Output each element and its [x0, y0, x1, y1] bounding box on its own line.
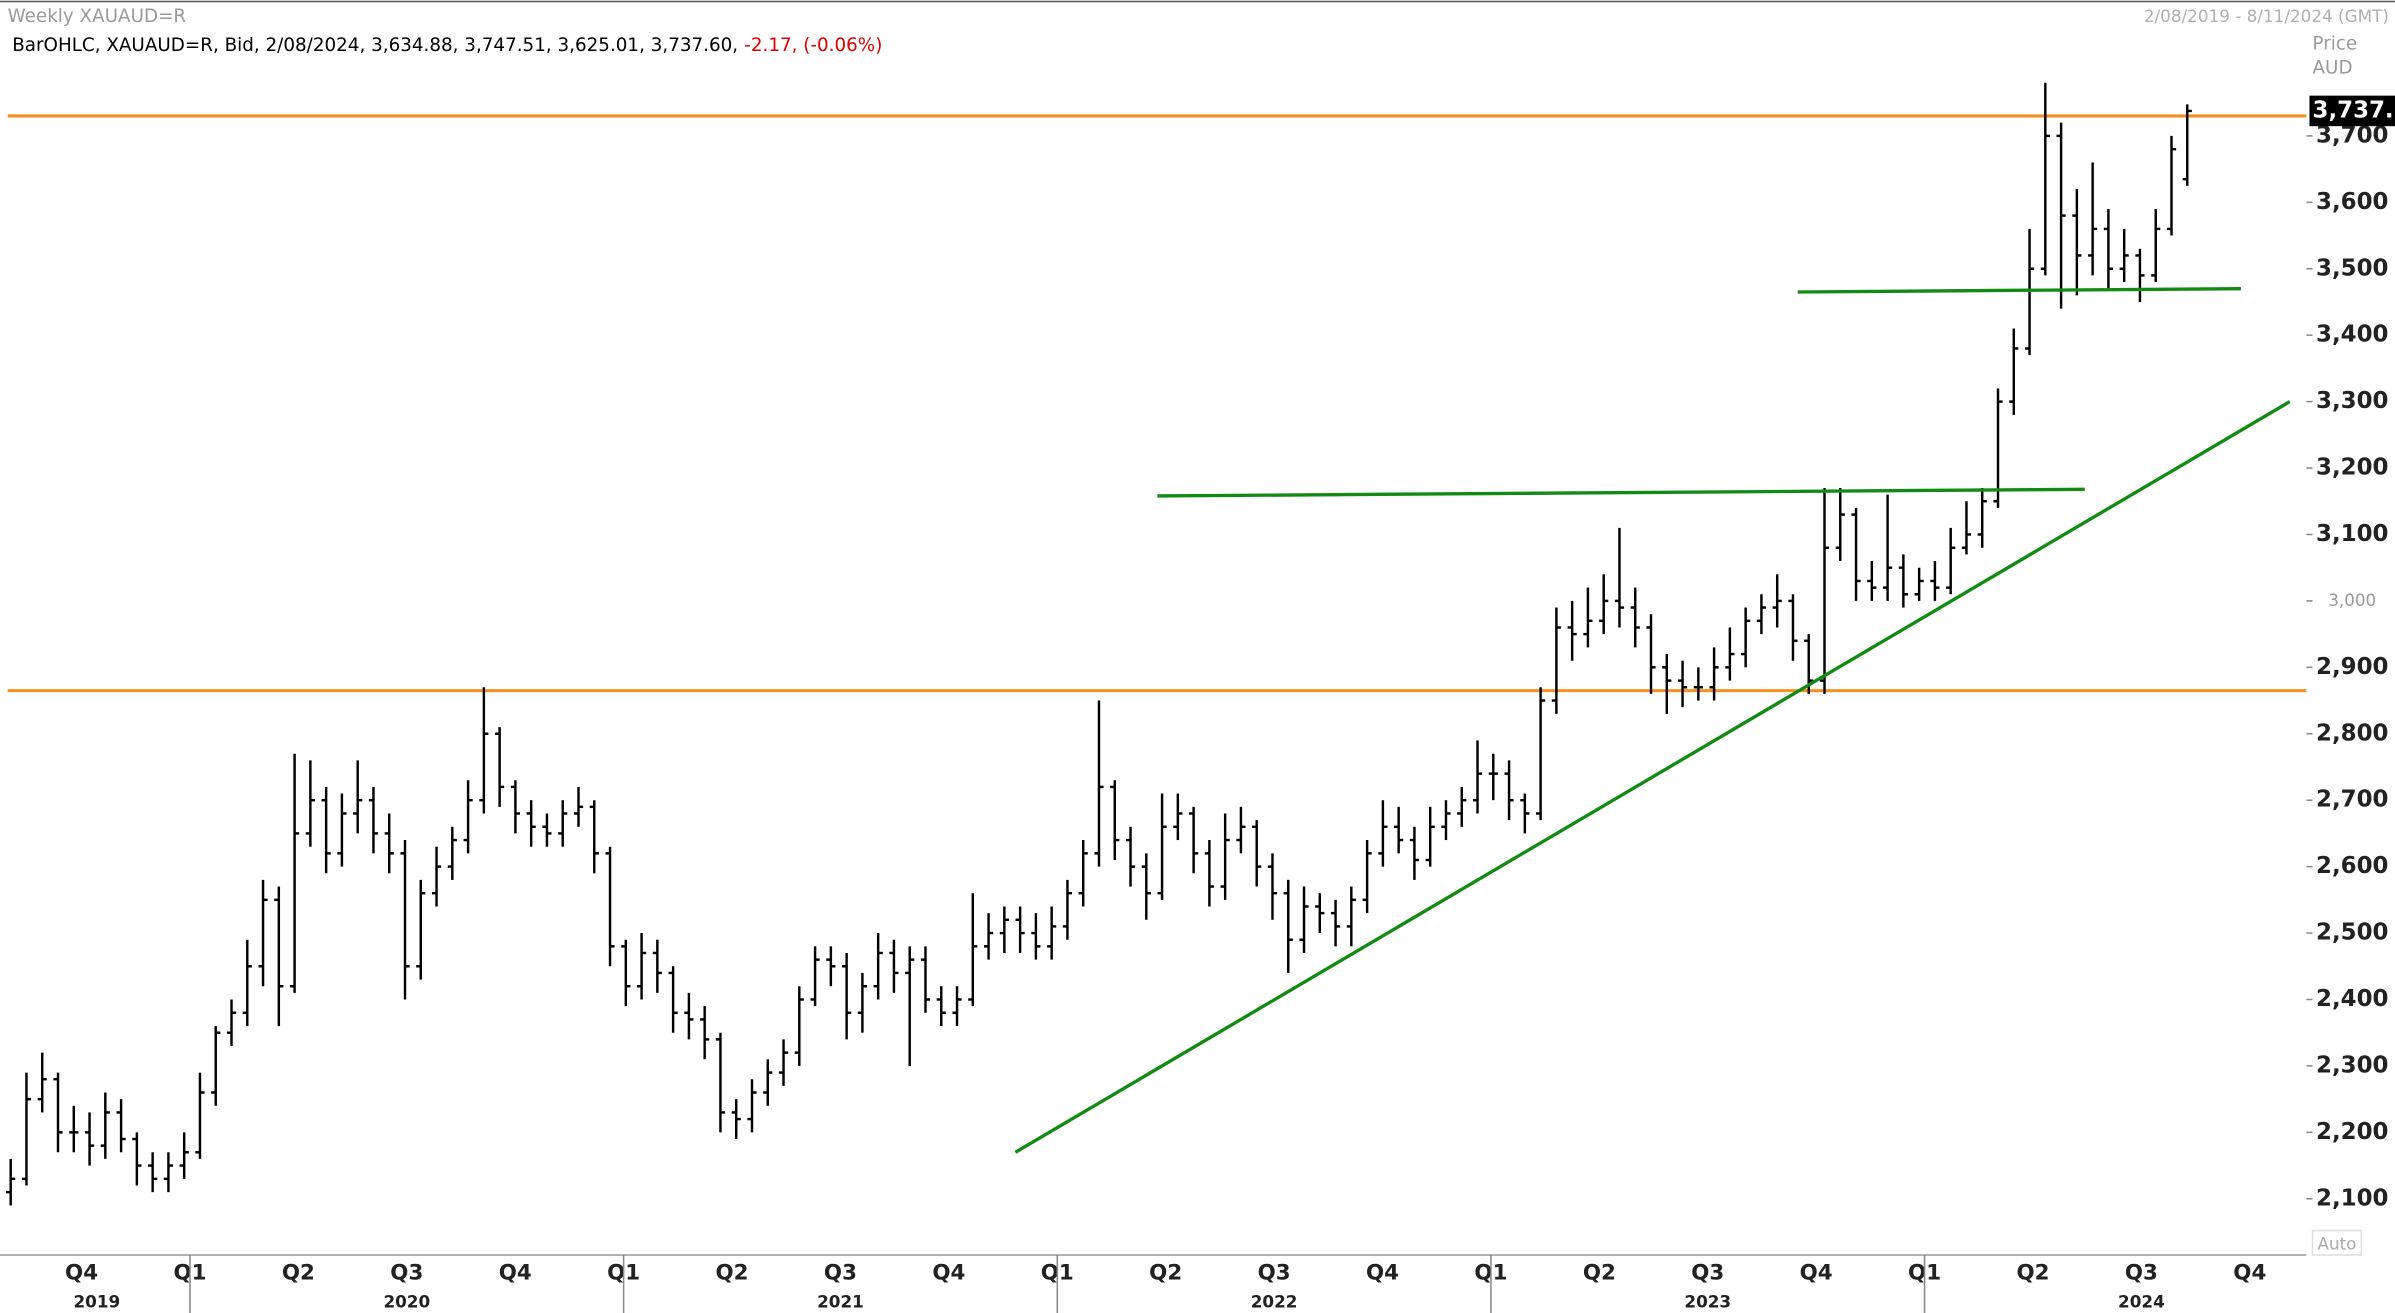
x-tick-label: Q2 [1149, 1260, 1182, 1285]
chart-title: Weekly XAUAUD=R [8, 6, 187, 27]
y-tick-label: 3,400 [2316, 322, 2388, 348]
trend-line [1157, 487, 2085, 498]
year-label: 2019 [73, 1291, 120, 1311]
y-tick-label: 2,800 [2316, 720, 2388, 746]
trend-line [1014, 400, 2291, 1154]
auto-label[interactable]: Auto [2317, 1233, 2356, 1253]
x-tick-label: Q2 [716, 1260, 749, 1285]
y-tick-label: 2,100 [2316, 1185, 2388, 1211]
x-tick-label: Q4 [1800, 1260, 1833, 1285]
x-tick-label: Q3 [1691, 1260, 1724, 1285]
axis-unit: AUD [2313, 58, 2353, 79]
year-label: 2021 [817, 1291, 864, 1311]
y-tick-label: 2,400 [2316, 986, 2388, 1012]
x-tick-label: Q4 [2233, 1260, 2266, 1285]
trend-line [1797, 287, 2241, 294]
x-tick-label: Q2 [1583, 1260, 1616, 1285]
x-tick-label: Q3 [390, 1260, 423, 1285]
x-tick-label: Q4 [65, 1260, 98, 1285]
y-tick-label: 3,500 [2316, 255, 2388, 281]
y-tick-label: 3,600 [2316, 189, 2388, 215]
x-tick-label: Q2 [2016, 1260, 2049, 1285]
legend-change: -2.17, (-0.06%) [744, 35, 882, 56]
year-label: 2024 [2118, 1291, 2165, 1311]
y-tick-label: 2,200 [2316, 1119, 2388, 1145]
y-tick-label: 3,000 [2328, 590, 2376, 610]
year-label: 2020 [383, 1291, 430, 1311]
axis-title: Price [2313, 33, 2358, 54]
plot-area [6, 82, 2307, 1206]
y-tick-label: 2,500 [2316, 920, 2388, 946]
auto-button[interactable] [2311, 1229, 2363, 1256]
y-tick-label: 3,700 [2316, 122, 2388, 148]
year-label: 2022 [1251, 1291, 1298, 1311]
y-tick-label: 2,300 [2316, 1052, 2388, 1078]
last-price-label: 3,737.60 [2313, 97, 2395, 123]
y-tick-label: 2,900 [2316, 654, 2388, 680]
y-tick-label: 3,300 [2316, 388, 2388, 414]
y-tick-label: 3,200 [2316, 455, 2388, 481]
x-tick-label: Q3 [824, 1260, 857, 1285]
legend-text: BarOHLC, XAUAUD=R, Bid, 2/08/2024, 3,634… [12, 35, 738, 56]
x-tick-label: Q4 [499, 1260, 532, 1285]
y-tick-label: 3,100 [2316, 521, 2388, 547]
x-tick-label: Q3 [1258, 1260, 1291, 1285]
year-label: 2023 [1684, 1291, 1731, 1311]
legend: BarOHLC, XAUAUD=R, Bid, 2/08/2024, 3,634… [12, 35, 882, 56]
date-range: 2/08/2019 - 8/11/2024 (GMT) [2144, 6, 2389, 26]
x-tick-label: Q3 [2125, 1260, 2158, 1285]
x-tick-label: Q4 [1366, 1260, 1399, 1285]
last-price-box [2309, 95, 2395, 127]
x-tick-label: Q2 [282, 1260, 315, 1285]
y-tick-label: 2,600 [2316, 853, 2388, 879]
y-tick-label: 2,700 [2316, 787, 2388, 813]
x-tick-label: Q4 [932, 1260, 965, 1285]
